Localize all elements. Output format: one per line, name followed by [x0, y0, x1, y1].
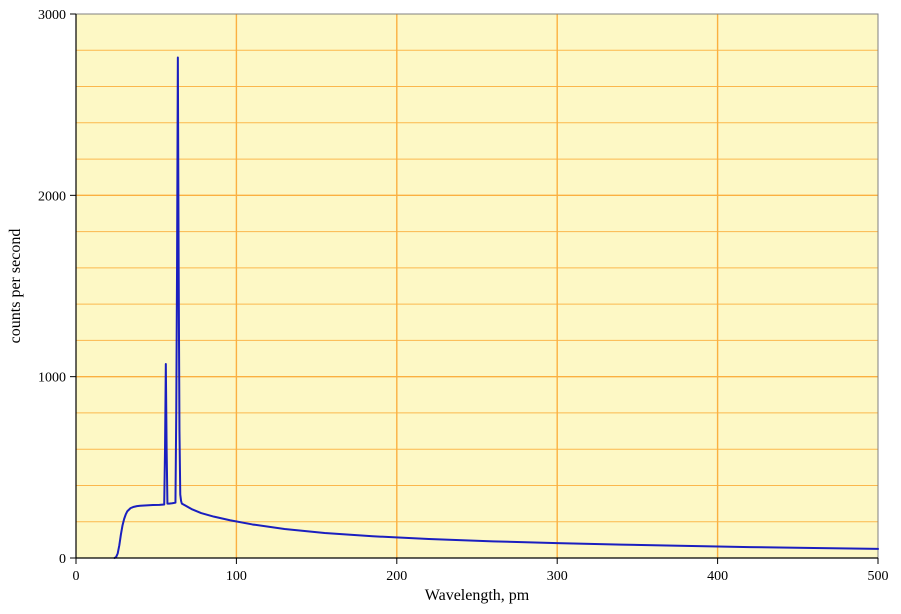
- x-tick-label: 100: [226, 569, 247, 584]
- x-tick-label: 0: [73, 569, 80, 584]
- plot-area: [76, 14, 878, 558]
- x-tick-label: 200: [386, 569, 407, 584]
- y-tick-label: 1000: [38, 371, 66, 386]
- y-tick-label: 0: [59, 552, 66, 567]
- x-tick-label: 500: [868, 569, 889, 584]
- chart-svg: 0 100 200 300 400 500 0 1000 2000 3000 Wavelength,…: [0, 0, 901, 614]
- y-tick-label: 2000: [38, 189, 66, 204]
- y-axis-label: counts per second: [7, 229, 24, 344]
- y-tick-label: 3000: [38, 8, 66, 23]
- x-axis-label: Wavelength, pm: [425, 587, 530, 604]
- spectrum-chart: 0 100 200 300 400 500 0 1000 2000 3000 Wavelength,…: [0, 0, 901, 614]
- x-tick-label: 400: [707, 569, 728, 584]
- x-tick-label: 300: [547, 569, 568, 584]
